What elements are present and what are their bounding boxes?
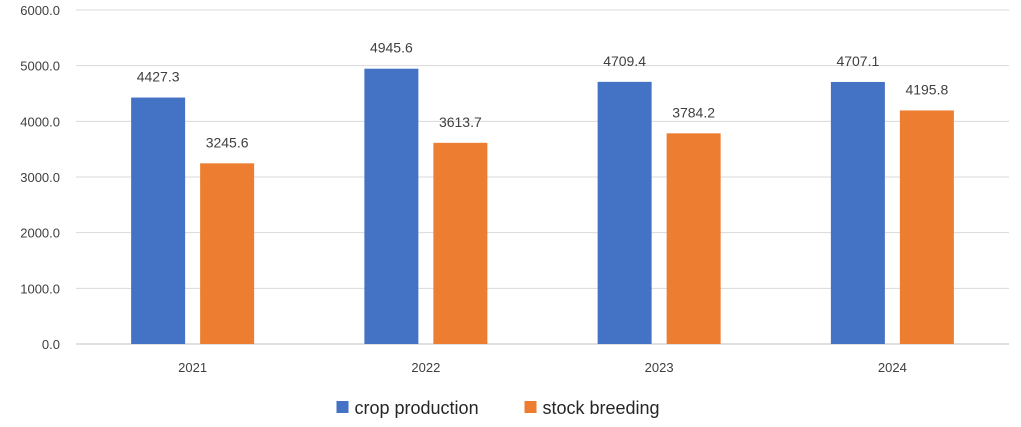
legend-swatch-crop-production — [336, 401, 349, 413]
bar-stock-breeding-2022 — [433, 142, 488, 344]
x-tick-label-2024: 2024 — [878, 360, 907, 375]
data-label-stock-breeding-2024: 4195.8 — [905, 81, 948, 97]
bar-stock-breeding-2023 — [666, 133, 721, 344]
y-tick-label: 4000.0 — [20, 114, 60, 129]
bar-stock-breeding-2021 — [200, 163, 255, 344]
data-labels: 4427.3 3245.6 4945.6 3613.7 4709.4 3784.2 4707… — [137, 40, 949, 151]
data-label-crop-production-2022: 4945.6 — [370, 40, 413, 56]
y-tick-label: 2000.0 — [20, 226, 60, 241]
y-tick-label: 6000.0 — [20, 3, 60, 18]
y-axis-ticks: 0.0 1000.0 2000.0 3000.0 4000.0 5000.0 6000.0 — [20, 3, 60, 352]
bar-stock-breeding-2024 — [899, 110, 954, 344]
legend-swatch-stock-breeding — [524, 401, 537, 413]
x-axis-ticks: 2021 2022 2023 2024 — [178, 360, 907, 375]
y-tick-label: 0.0 — [42, 337, 60, 352]
data-label-crop-production-2024: 4707.1 — [836, 53, 879, 69]
bar-crop-production-2021 — [131, 97, 186, 344]
y-tick-label: 3000.0 — [20, 170, 60, 185]
legend-label-stock-breeding: stock breeding — [543, 398, 660, 418]
bars — [131, 68, 954, 345]
data-label-stock-breeding-2021: 3245.6 — [206, 134, 249, 150]
y-tick-label: 1000.0 — [20, 281, 60, 296]
x-tick-label-2023: 2023 — [645, 360, 674, 375]
legend-label-crop-production: crop production — [355, 398, 479, 418]
y-tick-label: 5000.0 — [20, 59, 60, 74]
bar-crop-production-2024 — [830, 81, 885, 344]
data-label-stock-breeding-2022: 3613.7 — [439, 114, 482, 130]
bar-crop-production-2023 — [597, 81, 652, 345]
data-label-stock-breeding-2023: 3784.2 — [672, 104, 715, 120]
x-tick-label-2021: 2021 — [178, 360, 207, 375]
data-label-crop-production-2023: 4709.4 — [603, 53, 646, 69]
data-label-crop-production-2021: 4427.3 — [137, 69, 180, 85]
legend: crop production stock breeding — [336, 398, 660, 418]
x-tick-label-2022: 2022 — [411, 360, 440, 375]
bar-crop-production-2022 — [364, 68, 419, 344]
